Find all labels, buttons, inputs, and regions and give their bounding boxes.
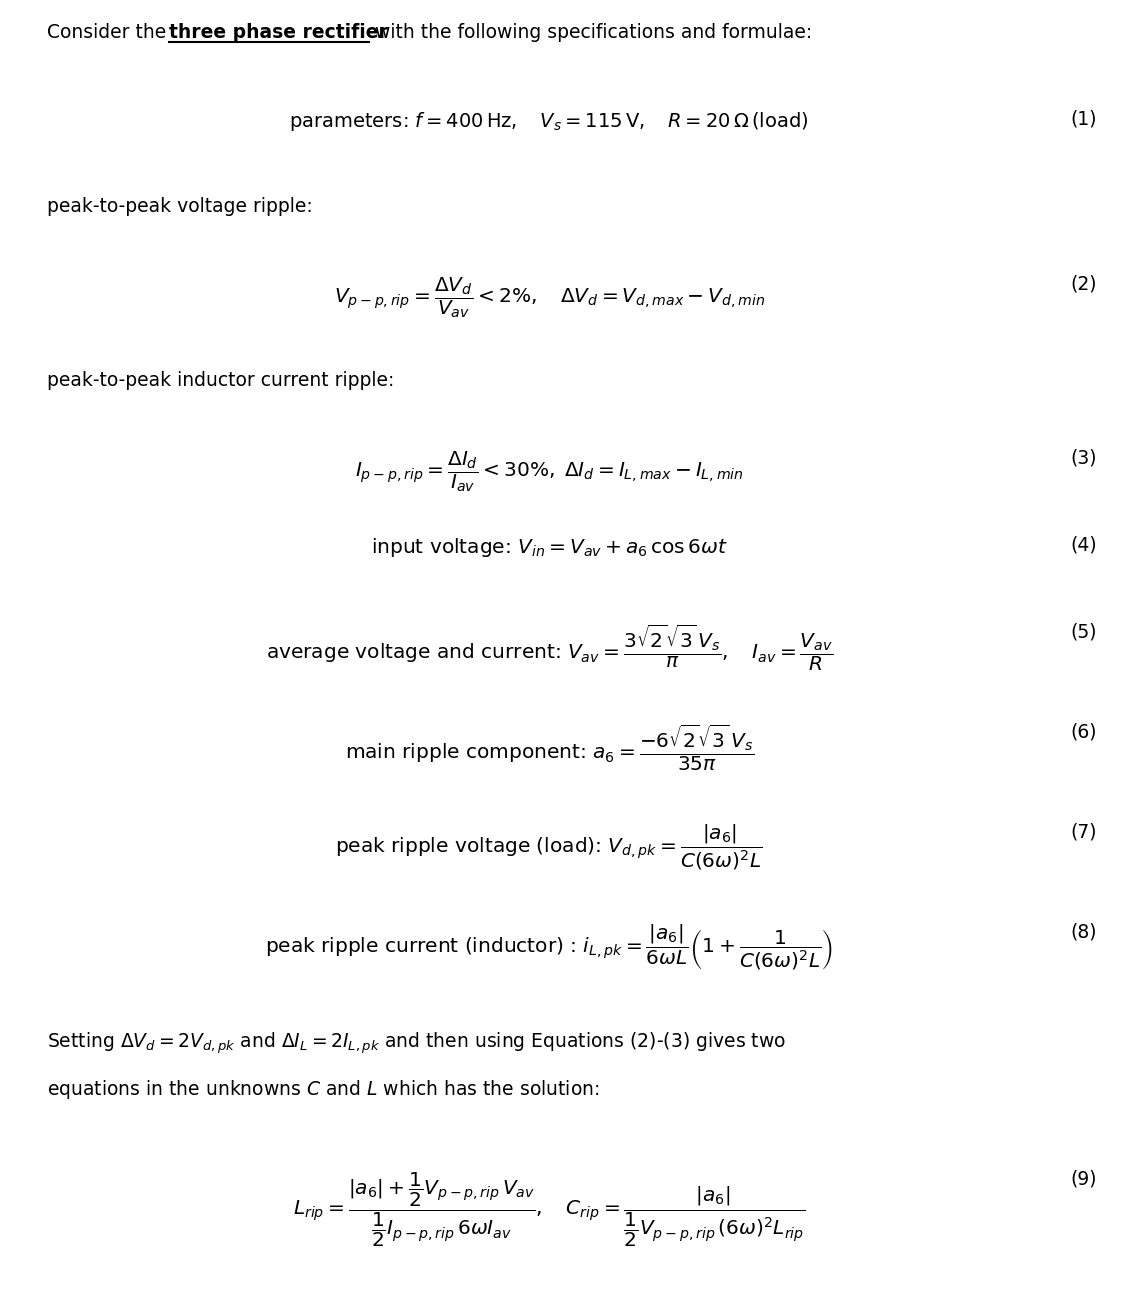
Text: parameters: $f=400\,\mathrm{Hz},\quad V_s=115\,\mathrm{V},\quad R=20\,\Omega\,\m: parameters: $f=400\,\mathrm{Hz},\quad V_… (289, 110, 809, 133)
Text: (6): (6) (1071, 722, 1097, 741)
Text: $L_{rip} = \dfrac{|a_6| + \dfrac{1}{2}V_{p-p,rip}\,V_{av}}{\dfrac{1}{2}I_{p-p,ri: $L_{rip} = \dfrac{|a_6| + \dfrac{1}{2}V_… (293, 1170, 805, 1249)
Text: (9): (9) (1071, 1170, 1097, 1189)
Text: input voltage: $V_{in} = V_{av} + a_6\,\cos 6\omega t$: input voltage: $V_{in} = V_{av} + a_6\,\… (371, 536, 728, 559)
Text: (4): (4) (1071, 536, 1097, 555)
Text: Consider the: Consider the (47, 23, 173, 43)
Text: average voltage and current: $V_{av} = \dfrac{3\sqrt{2}\sqrt{3}\,V_s}{\pi},\quad: average voltage and current: $V_{av} = \… (265, 622, 833, 673)
Text: peak ripple current (inductor) : $i_{L,pk} = \dfrac{|a_6|}{6\omega L}\left(1 + \: peak ripple current (inductor) : $i_{L,p… (265, 923, 833, 972)
Text: $I_{p-p,rip} = \dfrac{\Delta I_d}{I_{av}} < 30\%,\; \Delta I_d = I_{L,max} - I_{: $I_{p-p,rip} = \dfrac{\Delta I_d}{I_{av}… (355, 449, 744, 493)
Text: peak ripple voltage (load): $V_{d,pk} = \dfrac{|a_6|}{C(6\omega)^2 L}$: peak ripple voltage (load): $V_{d,pk} = … (335, 822, 763, 872)
Text: (5): (5) (1071, 622, 1097, 642)
Text: $V_{p-p,rip} = \dfrac{\Delta V_d}{V_{av}} < 2\%,\quad \Delta V_d = V_{d,max} - V: $V_{p-p,rip} = \dfrac{\Delta V_d}{V_{av}… (334, 276, 765, 320)
Text: (1): (1) (1071, 110, 1097, 129)
Text: (8): (8) (1071, 923, 1097, 941)
Text: (2): (2) (1071, 276, 1097, 294)
Text: (7): (7) (1071, 822, 1097, 841)
Text: Setting $\Delta V_d = 2V_{d,pk}$ and $\Delta I_L = 2I_{L,pk}$ and then using Equ: Setting $\Delta V_d = 2V_{d,pk}$ and $\D… (47, 1030, 786, 1056)
Text: (3): (3) (1071, 449, 1097, 467)
Text: peak-to-peak inductor current ripple:: peak-to-peak inductor current ripple: (47, 370, 395, 389)
Text: main ripple component: $a_6 = \dfrac{-6\sqrt{2}\sqrt{3}\,V_s}{35\pi}$: main ripple component: $a_6 = \dfrac{-6\… (344, 722, 754, 773)
Text: three phase rectifier: three phase rectifier (169, 23, 388, 43)
Text: peak-to-peak voltage ripple:: peak-to-peak voltage ripple: (47, 197, 312, 216)
Text: equations in the unknowns $C$ and $L$ which has the solution:: equations in the unknowns $C$ and $L$ wh… (47, 1078, 599, 1101)
Text: with the following specifications and formulae:: with the following specifications and fo… (368, 23, 812, 43)
